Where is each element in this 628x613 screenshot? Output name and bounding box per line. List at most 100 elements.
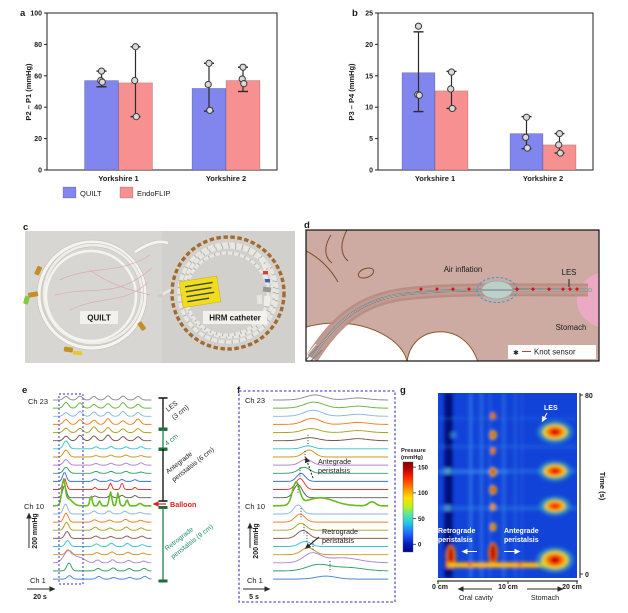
horizontal-scale-label: 20 s [33,594,47,601]
y-tick-label: 20 [365,42,373,49]
category-label: Yorkshire 2 [523,174,563,183]
trace-ch9 [53,503,152,515]
data-point [131,76,139,85]
data-point [522,133,530,141]
trace-ch16 [53,449,152,458]
data-point [98,78,106,86]
knot-sensor-legend: ✱ Knot sensor [508,345,596,359]
trace-ch6 [53,531,152,539]
stomach-label: Stomach [531,593,559,602]
region-brackets [158,397,168,583]
trace-ch5 [53,540,152,547]
y-tick-label: 40 [34,105,42,112]
trace-ch5 [273,541,389,547]
legend-label-endoflip: EndoFLIP [137,189,170,198]
balloon-label: Balloon [170,500,196,509]
y-tick-label: 10 [365,105,373,112]
trace-ch8 [273,513,389,523]
channel-label-mid: Ch 10 [245,502,265,511]
baseline-hotspot [518,562,522,566]
trace-ch12 [53,478,152,490]
category-label: Yorkshire 1 [98,174,138,183]
y-tick-label: 80 [34,42,42,49]
distance-tick-label: 20 cm [562,584,582,591]
time-axis-label: Time (s) [598,472,607,501]
antegrade-annotation-1: Antegrade [504,528,539,535]
knot-sensor [561,287,565,292]
data-point [132,113,140,121]
data-point [415,91,423,99]
retrograde-arrow [304,536,320,549]
panel-e-label: e [22,385,27,396]
green-connector [23,295,30,305]
catheter-exit-lines [306,345,323,361]
horizontal-band [438,417,577,420]
quilt-photo-label: QUILT [87,314,111,323]
trace-ch10 [53,478,152,507]
les-core [550,468,560,474]
data-point [522,113,531,121]
trace-ch3 [273,552,389,564]
connector-cable [258,257,270,301]
y-tick-label: 0 [369,168,373,175]
jaw-shape [406,331,479,361]
channel-label-bottom: Ch 1 [247,576,263,585]
column-core [491,524,495,530]
les-core [550,503,560,509]
les-annotation-arrow [541,412,548,423]
label-text-line [186,291,215,298]
vertical-streak [480,393,483,578]
zoom-region-dashed-box [58,393,84,585]
anatomy-outline [357,267,375,279]
trace-ch17 [273,445,389,450]
catheter-core [311,289,589,359]
label-text-line [187,297,210,303]
legend-swatch-endoflip [119,186,134,199]
pressure-colorbar [402,461,414,553]
copper-segment-ring [170,235,286,351]
trace-ch13 [273,472,389,482]
column-core [491,504,495,510]
les-label: LES [562,268,577,277]
retrograde-annotation-2: peristalsis [438,537,473,544]
channel-label-top: Ch 23 [245,396,265,405]
sensor-tick-ring [182,245,276,339]
data-point [131,43,140,51]
trace-ch4 [273,547,389,556]
plot-frame [377,12,594,171]
trace-ch7 [273,522,389,531]
air-inflation-label: Air inflation [444,265,483,274]
les-annotation: LES [544,405,558,412]
panel-a: a 0 20 40 60 80 100 P2 – P1 (mmHg) Yorkshire 1 Y… [20,8,278,199]
oral-cavity-label: Oral cavity [459,593,493,602]
catheter-tip [157,294,163,298]
label-text-line [185,287,212,293]
trace-ch22 [53,401,152,409]
pressure-traces-f [273,394,389,580]
schematic-clip [306,230,599,361]
connector-cable [264,259,273,303]
metal-connector [262,286,272,293]
data-point [555,129,564,138]
vertical-streak [489,393,491,578]
vertical-scale-label: 200 mmHg [253,523,260,558]
data-point [97,67,106,75]
bar-endoflip [225,80,261,171]
cyan-spot [444,468,451,474]
trace-ch14 [273,466,389,474]
column-core [490,432,496,438]
category-label: Yorkshire 1 [415,174,455,183]
distance-tick-labels: 0 cm 10 cm 20 cm [432,584,582,591]
pressure-traces-e [52,395,152,580]
stomach-label: Stomach [556,323,587,332]
coil-ring [44,249,138,343]
legend-swatch-quilt [62,186,77,199]
trace-ch2 [273,563,389,572]
trace-ch18 [53,434,152,442]
panel-c: c QUILT [23,222,295,363]
fiber-wire [59,254,151,281]
data-point [240,80,248,88]
bar-chart-b: 0 5 10 15 20 25 P3 – P4 (mmHg) Yorkshire 1 Yorks… [347,11,594,183]
